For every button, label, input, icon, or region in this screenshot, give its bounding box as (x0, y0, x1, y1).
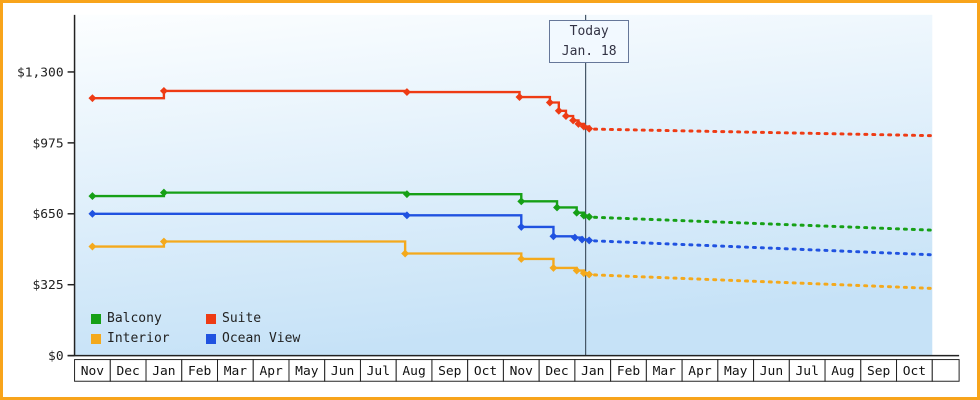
series-marker-suite (402, 88, 411, 96)
series-marker-ocean-view (570, 233, 579, 242)
series-forecast-suite (593, 127, 934, 138)
chart-canvas: $0 $325 $650 $975 $1,300 Nov Dec Jan Feb Mar Apr Ma… (17, 14, 960, 382)
legend-label: Ocean View (222, 331, 301, 346)
series-marker-ocean-view (517, 222, 526, 231)
month-label: Apr (688, 364, 712, 379)
month-label: Apr (259, 364, 283, 379)
legend-swatch-suite (206, 313, 216, 324)
legend-row: Interior Ocean View (91, 331, 321, 346)
month-label: Aug (402, 364, 425, 379)
month-label: Sep (438, 364, 461, 379)
y-tick-label: $975 (33, 136, 64, 151)
month-label: Aug (831, 364, 854, 379)
month-label: Dec (116, 364, 139, 379)
legend-item-suite: Suite (206, 311, 321, 326)
month-label: Feb (617, 364, 640, 379)
series-marker-interior (572, 266, 581, 275)
y-tick-label: $0 (48, 349, 64, 364)
legend-row: Balcony Suite (91, 311, 321, 326)
series-marker-interior (517, 255, 526, 263)
series-marker-ocean-view (88, 209, 97, 218)
month-label: Jul (796, 364, 819, 379)
plot-background (74, 14, 933, 356)
legend-swatch-interior (91, 333, 101, 344)
series-marker-suite (515, 93, 524, 101)
month-label: Oct (474, 364, 497, 379)
y-tick-label: $325 (33, 278, 64, 293)
legend-item-balcony: Balcony (91, 311, 206, 326)
legend-item-interior: Interior (91, 331, 206, 346)
series-forecast-ocean-view (593, 239, 934, 257)
month-label: Jul (367, 364, 390, 379)
legend-swatch-ocean-view (206, 333, 216, 344)
month-label: May (295, 364, 319, 379)
series-marker-balcony (572, 208, 581, 217)
month-label: Mar (224, 364, 248, 379)
y-tick-label: $1,300 (17, 65, 64, 80)
y-tick-label: $650 (33, 207, 64, 222)
today-date: Jan. 18 (561, 43, 617, 59)
series-forecast-interior (593, 273, 934, 290)
series-marker-interior (401, 249, 410, 258)
month-label: Mar (653, 364, 677, 379)
series-marker-ocean-view (402, 211, 411, 220)
chart-legend: Balcony Suite Interior Ocean View (91, 311, 321, 346)
series-marker-suite (88, 94, 97, 103)
today-label: Today (569, 24, 609, 39)
month-label: Dec (545, 364, 568, 379)
month-label: Sep (867, 364, 890, 379)
month-cell-empty (931, 359, 960, 382)
series-marker-balcony (402, 190, 411, 199)
month-label: Oct (903, 364, 926, 379)
series-marker-balcony (517, 197, 526, 206)
series-forecast-balcony (593, 215, 934, 232)
month-label: Feb (188, 364, 211, 379)
legend-label: Suite (222, 311, 262, 326)
series-marker-balcony (553, 203, 562, 212)
month-label: Jan (152, 364, 175, 379)
series-marker-ocean-view (578, 235, 587, 244)
legend-item-ocean-view: Ocean View (206, 331, 321, 346)
series-marker-balcony (88, 192, 97, 201)
month-label: Jan (581, 364, 604, 379)
month-label: Nov (81, 364, 105, 379)
legend-swatch-balcony (91, 313, 101, 324)
month-label: Nov (510, 364, 534, 379)
month-label: Jun (331, 364, 354, 379)
series-marker-suite (545, 98, 554, 107)
series-marker-suite (561, 112, 570, 120)
legend-label: Balcony (107, 311, 162, 326)
legend-label: Interior (107, 331, 170, 346)
today-annotation: Today Jan. 18 (549, 20, 630, 63)
month-label: Jun (760, 364, 783, 379)
series-marker-interior (88, 242, 97, 251)
month-label: May (724, 364, 748, 379)
